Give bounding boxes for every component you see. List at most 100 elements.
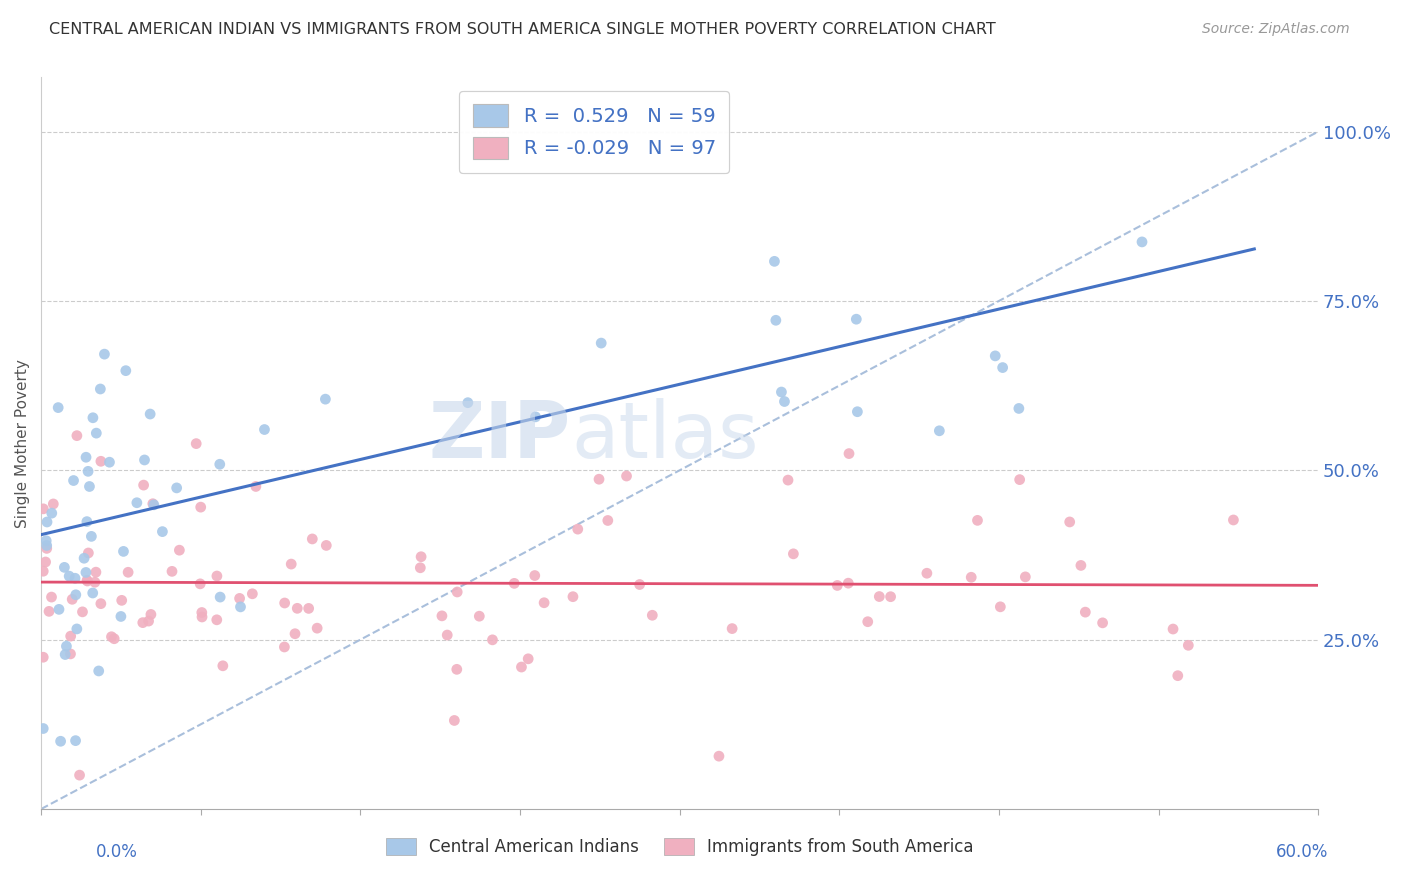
Point (111, 593, 134, 607)
Point (35, 515, 58, 529)
Text: 60.0%: 60.0% (1277, 843, 1329, 861)
Point (846, 405, 869, 419)
Point (446, 585, 468, 599)
Point (533, 596, 555, 610)
Point (76, 574, 98, 588)
Point (66, 428, 89, 442)
Point (76, 515, 98, 529)
Point (100, 630, 122, 644)
Point (110, 609, 132, 624)
Point (142, 498, 165, 512)
Point (1167, 668, 1189, 682)
Point (827, 578, 849, 592)
Point (208, 457, 231, 471)
Point (191, 610, 214, 624)
Point (35, 541, 58, 556)
Point (139, 407, 162, 421)
Point (138, 614, 160, 628)
Point (280, 557, 302, 571)
Point (1161, 622, 1184, 636)
Point (641, 608, 664, 623)
Point (915, 566, 938, 581)
Point (73, 551, 96, 566)
Point (169, 543, 191, 558)
Point (66, 622, 89, 636)
Point (87, 664, 110, 678)
Legend: R =  0.529   N = 59, R = -0.029   N = 97: R = 0.529 N = 59, R = -0.029 N = 97 (460, 91, 730, 173)
Point (75, 450, 97, 465)
Point (93, 347, 115, 361)
Point (301, 532, 323, 546)
Point (596, 513, 619, 527)
Point (89, 382, 111, 396)
Point (82, 586, 104, 600)
Point (69, 768, 91, 782)
Point (765, 313, 787, 327)
Point (32, 564, 55, 578)
Point (773, 394, 796, 409)
Point (90, 597, 112, 611)
Point (1008, 401, 1031, 416)
Point (86, 426, 108, 441)
Point (60, 592, 83, 607)
Text: CENTRAL AMERICAN INDIAN VS IMMIGRANTS FROM SOUTH AMERICA SINGLE MOTHER POVERTY C: CENTRAL AMERICAN INDIAN VS IMMIGRANTS FR… (49, 22, 995, 37)
Point (103, 632, 125, 646)
Point (32, 650, 55, 665)
Point (62, 474, 84, 488)
Point (457, 395, 479, 409)
Point (240, 587, 263, 601)
Point (98, 455, 121, 469)
Point (209, 590, 232, 604)
Point (191, 606, 214, 620)
Point (284, 626, 307, 640)
Point (77, 546, 100, 560)
Point (879, 590, 901, 604)
Point (41, 506, 63, 520)
Point (991, 360, 1014, 375)
Point (430, 608, 453, 623)
Point (837, 576, 859, 591)
Point (32, 501, 55, 516)
Point (1222, 513, 1244, 527)
Point (75, 566, 97, 580)
Point (32, 722, 55, 736)
Point (112, 544, 135, 558)
Point (966, 513, 988, 527)
Point (1091, 615, 1114, 630)
Point (35, 533, 58, 548)
Point (35, 539, 58, 553)
Point (58, 569, 80, 583)
Point (517, 652, 540, 666)
Point (443, 714, 465, 728)
Point (76, 574, 98, 588)
Point (838, 447, 860, 461)
Point (307, 621, 329, 635)
Point (84, 565, 107, 579)
Point (59, 647, 82, 661)
Point (273, 596, 295, 610)
Point (63, 571, 86, 585)
Point (628, 577, 651, 591)
Point (856, 615, 879, 629)
Point (409, 561, 432, 575)
Point (34, 555, 56, 569)
Point (285, 601, 308, 615)
Y-axis label: Single Mother Poverty: Single Mother Poverty (15, 359, 30, 528)
Point (82, 410, 104, 425)
Point (510, 660, 533, 674)
Point (868, 590, 890, 604)
Point (1008, 473, 1031, 487)
Point (411, 549, 433, 564)
Point (960, 570, 983, 584)
Point (49, 734, 72, 748)
Point (770, 385, 793, 400)
Point (55, 639, 77, 653)
Point (1014, 570, 1036, 584)
Point (117, 566, 139, 580)
Point (562, 590, 585, 604)
Point (776, 473, 799, 487)
Point (160, 565, 183, 579)
Point (41, 590, 63, 604)
Point (48, 602, 70, 616)
Point (446, 662, 468, 676)
